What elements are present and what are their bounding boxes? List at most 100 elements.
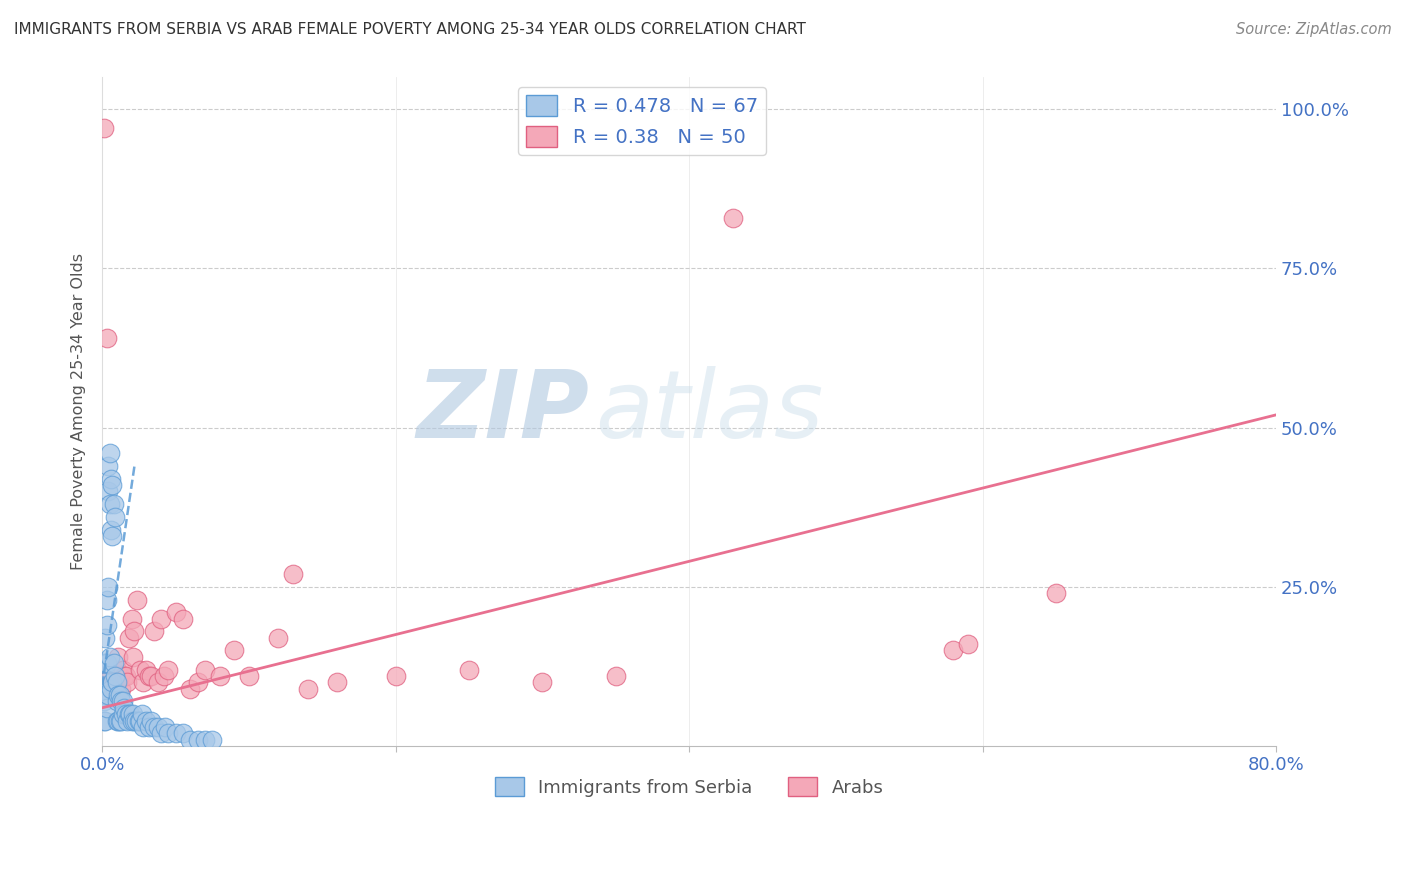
- Point: [129, 663, 152, 677]
- Point: [111, 663, 134, 677]
- Point: [103, 497, 125, 511]
- Point: [100, 523, 122, 537]
- Point: [101, 675, 124, 690]
- Point: [117, 707, 139, 722]
- Point: [98, 446, 121, 460]
- Point: [112, 669, 135, 683]
- Point: [93, 694, 115, 708]
- Legend: Immigrants from Serbia, Arabs: Immigrants from Serbia, Arabs: [488, 770, 891, 804]
- Point: [139, 714, 162, 728]
- Point: [93, 657, 115, 671]
- Point: [98, 649, 121, 664]
- Point: [115, 675, 138, 690]
- Point: [110, 681, 132, 696]
- Point: [187, 732, 209, 747]
- Point: [149, 726, 172, 740]
- Point: [172, 612, 194, 626]
- Point: [101, 529, 124, 543]
- Point: [384, 669, 406, 683]
- Point: [98, 497, 121, 511]
- Point: [115, 714, 138, 728]
- Point: [956, 637, 979, 651]
- Point: [153, 669, 176, 683]
- Point: [107, 688, 129, 702]
- Point: [326, 675, 349, 690]
- Point: [142, 720, 165, 734]
- Point: [122, 707, 145, 722]
- Point: [201, 732, 224, 747]
- Point: [458, 663, 481, 677]
- Point: [97, 458, 120, 473]
- Point: [155, 720, 177, 734]
- Point: [97, 580, 120, 594]
- Point: [238, 669, 260, 683]
- Point: [103, 675, 125, 690]
- Point: [100, 472, 122, 486]
- Point: [172, 726, 194, 740]
- Point: [149, 612, 172, 626]
- Point: [94, 688, 117, 702]
- Point: [146, 675, 169, 690]
- Point: [104, 681, 127, 696]
- Point: [942, 643, 965, 657]
- Text: ZIP: ZIP: [416, 366, 589, 458]
- Point: [157, 663, 180, 677]
- Text: IMMIGRANTS FROM SERBIA VS ARAB FEMALE POVERTY AMONG 25-34 YEAR OLDS CORRELATION : IMMIGRANTS FROM SERBIA VS ARAB FEMALE PO…: [14, 22, 806, 37]
- Point: [96, 618, 118, 632]
- Point: [146, 720, 169, 734]
- Point: [135, 714, 157, 728]
- Point: [120, 707, 142, 722]
- Point: [104, 669, 127, 683]
- Y-axis label: Female Poverty Among 25-34 Year Olds: Female Poverty Among 25-34 Year Olds: [72, 253, 86, 570]
- Point: [138, 720, 160, 734]
- Point: [125, 714, 148, 728]
- Point: [124, 714, 146, 728]
- Point: [129, 714, 152, 728]
- Point: [111, 707, 134, 722]
- Point: [124, 624, 146, 639]
- Point: [132, 675, 155, 690]
- Point: [117, 631, 139, 645]
- Point: [127, 592, 149, 607]
- Point: [105, 663, 128, 677]
- Point: [108, 669, 131, 683]
- Point: [94, 714, 117, 728]
- Point: [105, 675, 128, 690]
- Text: Source: ZipAtlas.com: Source: ZipAtlas.com: [1236, 22, 1392, 37]
- Point: [1045, 586, 1067, 600]
- Point: [531, 675, 554, 690]
- Point: [208, 669, 231, 683]
- Point: [297, 681, 319, 696]
- Point: [128, 714, 150, 728]
- Point: [108, 714, 131, 728]
- Point: [111, 694, 134, 708]
- Point: [97, 688, 120, 702]
- Point: [165, 726, 187, 740]
- Point: [97, 484, 120, 499]
- Point: [104, 509, 127, 524]
- Point: [100, 669, 122, 683]
- Point: [110, 694, 132, 708]
- Point: [179, 681, 201, 696]
- Point: [96, 700, 118, 714]
- Point: [94, 631, 117, 645]
- Point: [157, 726, 180, 740]
- Point: [194, 732, 217, 747]
- Point: [224, 643, 246, 657]
- Point: [107, 649, 129, 664]
- Point: [107, 714, 129, 728]
- Point: [179, 732, 201, 747]
- Point: [194, 663, 217, 677]
- Point: [112, 700, 135, 714]
- Point: [93, 714, 115, 728]
- Point: [101, 675, 124, 690]
- Point: [267, 631, 290, 645]
- Point: [121, 714, 143, 728]
- Point: [135, 663, 157, 677]
- Point: [281, 567, 304, 582]
- Point: [122, 649, 145, 664]
- Point: [108, 688, 131, 702]
- Point: [100, 681, 122, 696]
- Point: [132, 720, 155, 734]
- Point: [98, 663, 121, 677]
